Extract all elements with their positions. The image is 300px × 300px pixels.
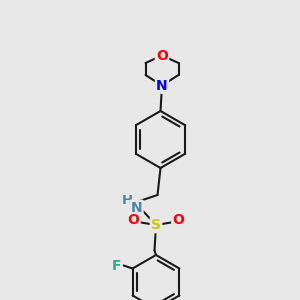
Text: N: N: [131, 201, 142, 215]
Text: S: S: [151, 218, 161, 232]
Text: O: O: [156, 49, 168, 62]
Text: O: O: [128, 214, 140, 227]
Text: H: H: [122, 194, 133, 208]
Text: F: F: [111, 259, 121, 272]
Text: N: N: [156, 79, 168, 92]
Text: O: O: [172, 214, 184, 227]
